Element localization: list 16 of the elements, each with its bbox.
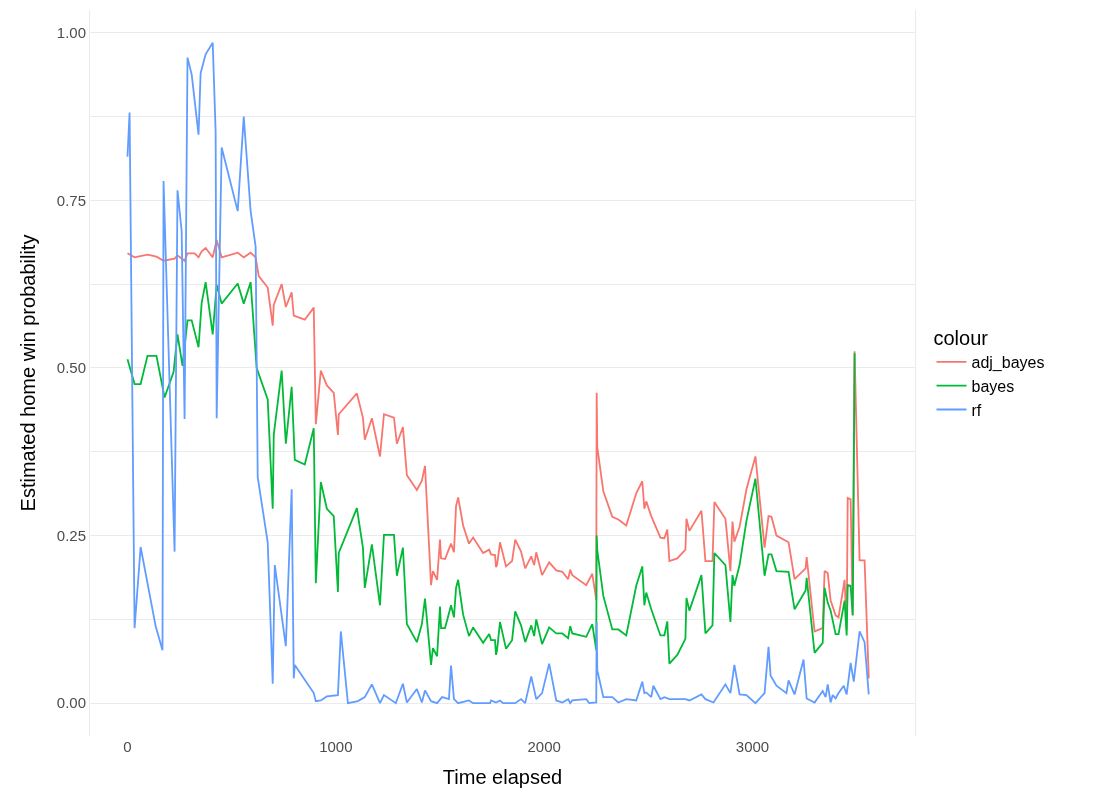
y-tick-label: 0.00 — [56, 694, 86, 712]
y-tick-label: 0.50 — [56, 359, 86, 377]
y-axis-title: Estimated home win probability — [17, 234, 40, 512]
x-tick-label: 2000 — [527, 738, 561, 755]
x-tick-label: 1000 — [319, 738, 353, 755]
legend-label: rf — [971, 401, 982, 419]
y-tick-label: 0.75 — [56, 191, 86, 209]
legend-label: adj_bayes — [971, 354, 1045, 373]
x-axis-title: Time elapsed — [442, 765, 563, 788]
y-tick-label: 0.25 — [56, 526, 86, 544]
legend-label: bayes — [971, 377, 1015, 395]
x-tick-label: 0 — [123, 738, 132, 755]
legend-title: colour — [933, 327, 989, 349]
line-series — [126, 41, 870, 705]
y-tick-label: 1.00 — [56, 24, 86, 42]
x-tick-label: 3000 — [735, 738, 770, 755]
